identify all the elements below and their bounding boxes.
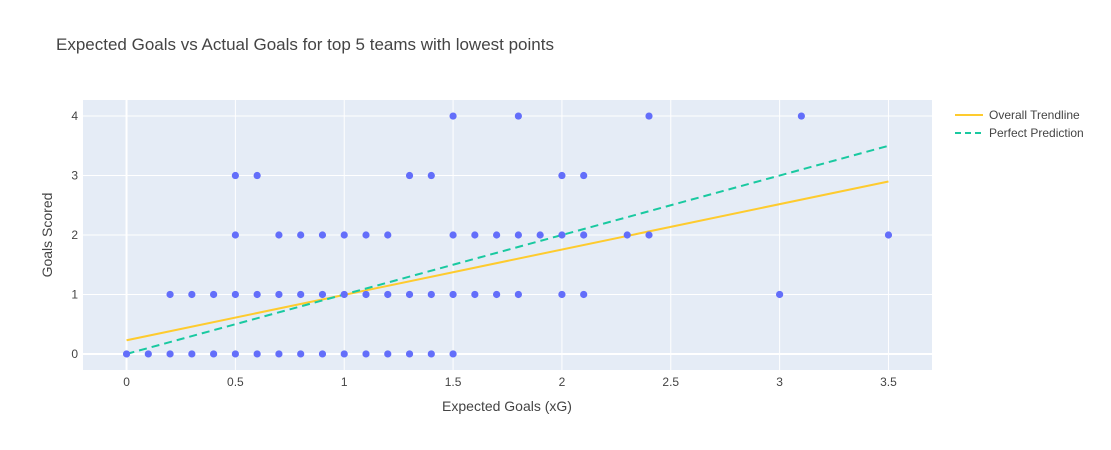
data-point [340,231,348,239]
data-point [362,350,370,358]
data-point [471,290,479,299]
data-point [493,231,501,239]
data-point [580,290,588,299]
data-point [210,350,218,358]
data-point [645,231,653,239]
data-point [797,112,805,120]
x-tick-label: 1.5 [445,375,462,389]
data-point [558,171,566,180]
y-tick-label: 3 [71,169,78,183]
data-point [558,231,566,239]
data-point [449,290,457,299]
data-point [405,290,414,299]
data-point [623,231,631,239]
data-point [427,350,435,358]
grid [83,100,932,370]
data-point [405,350,414,358]
data-point [122,350,131,358]
data-point [166,350,174,358]
perfect-prediction-line [126,144,889,355]
x-tick-label: 0.5 [227,375,244,389]
x-tick-label: 3.5 [880,375,897,389]
data-point [449,112,457,120]
data-point [362,290,370,299]
y-axis-title: Goals Scored [39,193,55,278]
legend-label: Perfect Prediction [989,126,1084,140]
data-point [318,290,327,299]
data-point [253,171,261,180]
x-tick-label: 2.5 [662,375,679,389]
data-point [144,350,152,358]
x-tick-labels: 0 0.5 1 1.5 2 2.5 3 3.5 [123,375,897,389]
data-point [340,290,348,299]
x-tick-label: 3 [776,375,783,389]
data-point [231,231,239,239]
data-point [384,350,392,358]
data-point [580,171,588,180]
data-point [384,290,392,299]
data-point [275,290,283,299]
data-point [253,290,261,299]
data-point [493,290,501,299]
data-point [514,290,522,299]
data-point [275,350,283,358]
data-point [449,231,457,239]
data-point [318,231,327,239]
data-point [471,231,479,239]
data-point [253,350,261,358]
x-axis-title: Expected Goals (xG) [442,398,572,414]
data-point [231,290,239,299]
y-tick-labels: 0 1 2 3 4 [71,109,78,361]
data-point [297,350,305,358]
data-points [122,112,893,358]
x-tick-label: 0 [123,375,130,389]
data-point [166,290,174,299]
data-point [514,231,522,239]
x-tick-label: 2 [559,375,566,389]
chart-title: Expected Goals vs Actual Goals for top 5… [56,35,554,54]
data-point [558,290,566,299]
data-point [645,112,653,120]
data-point [514,112,522,120]
series-lines [126,144,889,355]
data-point [231,171,239,180]
data-point [318,350,327,358]
data-point [188,350,196,358]
y-tick-label: 1 [71,287,78,301]
data-point [536,231,544,239]
y-tick-label: 2 [71,228,78,242]
legend-label: Overall Trendline [989,108,1080,122]
data-point [297,231,305,239]
data-point [275,231,283,239]
x-tick-label: 1 [341,375,348,389]
data-point [231,350,239,358]
data-point [210,290,218,299]
data-point [384,231,392,239]
data-point [427,290,435,299]
overall-trendline-line [126,180,889,342]
data-point [449,350,457,358]
data-point [405,171,414,180]
data-point [362,231,370,239]
data-point [188,290,196,299]
y-tick-label: 0 [71,347,78,361]
data-point [884,231,893,239]
data-point [340,350,348,358]
data-point [297,290,305,299]
data-point [776,290,784,299]
data-point [580,231,588,239]
data-point [427,171,435,180]
legend: Overall Trendline Perfect Prediction [955,108,1084,140]
y-tick-label: 4 [71,109,78,123]
